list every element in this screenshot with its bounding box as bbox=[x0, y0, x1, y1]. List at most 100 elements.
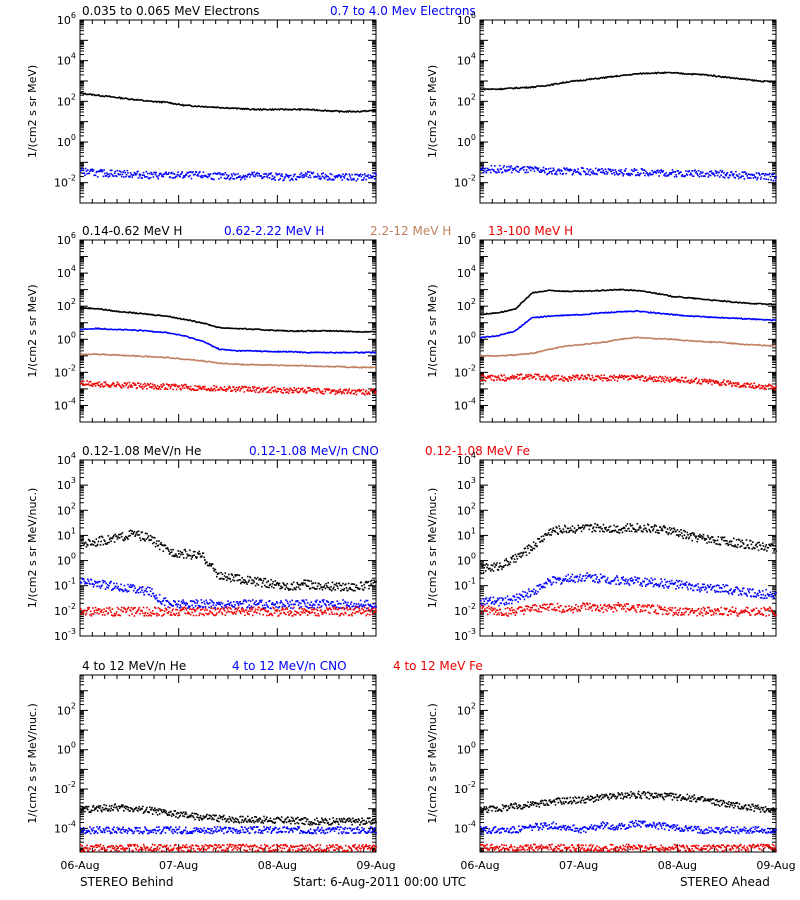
data-point bbox=[515, 377, 517, 379]
data-point bbox=[713, 173, 715, 176]
data-point bbox=[311, 611, 314, 614]
data-point bbox=[775, 385, 777, 388]
data-point bbox=[291, 391, 293, 394]
data-point bbox=[523, 169, 525, 171]
data-point bbox=[515, 555, 518, 558]
data-point bbox=[104, 614, 106, 616]
data-point bbox=[254, 610, 256, 613]
data-point bbox=[312, 388, 315, 390]
data-point bbox=[323, 584, 326, 587]
data-point bbox=[543, 582, 545, 585]
data-point bbox=[353, 178, 355, 181]
data-point bbox=[92, 385, 94, 387]
data-point bbox=[103, 608, 105, 610]
data-point bbox=[273, 607, 275, 610]
data-point bbox=[560, 529, 562, 532]
data-point bbox=[324, 609, 327, 612]
data-point bbox=[225, 579, 228, 582]
data-point bbox=[630, 525, 632, 527]
data-point bbox=[601, 377, 603, 379]
data-point bbox=[590, 576, 593, 578]
data-point bbox=[309, 603, 311, 606]
data-point bbox=[673, 377, 675, 380]
data-point bbox=[714, 170, 717, 172]
data-point bbox=[187, 611, 189, 614]
data-point bbox=[217, 603, 219, 605]
data-point bbox=[547, 533, 549, 536]
series-line bbox=[479, 288, 777, 316]
data-point bbox=[174, 614, 176, 617]
data-point bbox=[625, 530, 628, 532]
data-point bbox=[199, 606, 201, 608]
data-point bbox=[532, 376, 534, 379]
data-point bbox=[577, 374, 579, 377]
data-point bbox=[301, 174, 303, 177]
data-point bbox=[123, 590, 125, 592]
data-point bbox=[665, 379, 667, 382]
data-point bbox=[293, 387, 296, 389]
data-point bbox=[185, 607, 187, 609]
data-point bbox=[283, 583, 285, 585]
data-point bbox=[644, 170, 647, 172]
data-point bbox=[542, 535, 545, 537]
data-point bbox=[187, 386, 190, 388]
data-point bbox=[706, 172, 709, 175]
data-point bbox=[320, 177, 322, 179]
data-point bbox=[484, 603, 486, 606]
data-point bbox=[542, 586, 545, 589]
data-point bbox=[106, 543, 108, 545]
data-point bbox=[350, 583, 353, 585]
data-point bbox=[508, 602, 510, 605]
data-point bbox=[546, 583, 548, 585]
data-point bbox=[210, 387, 212, 389]
data-point bbox=[573, 576, 576, 579]
data-point bbox=[538, 375, 541, 378]
data-point bbox=[196, 556, 198, 559]
data-point bbox=[117, 585, 119, 588]
data-point bbox=[111, 614, 113, 616]
data-point bbox=[527, 547, 529, 550]
data-point bbox=[330, 608, 332, 611]
data-point bbox=[166, 547, 169, 549]
data-point bbox=[220, 176, 222, 179]
data-point bbox=[764, 387, 766, 389]
data-point bbox=[726, 540, 728, 542]
data-point bbox=[662, 380, 665, 382]
data-point bbox=[303, 579, 305, 581]
data-point bbox=[206, 388, 209, 391]
data-point bbox=[549, 534, 551, 536]
data-point bbox=[700, 535, 703, 537]
data-point bbox=[697, 169, 700, 172]
data-point bbox=[335, 608, 337, 610]
data-point bbox=[104, 588, 107, 590]
data-point bbox=[556, 170, 559, 172]
data-point bbox=[642, 169, 644, 171]
data-point bbox=[257, 603, 260, 605]
data-point bbox=[137, 609, 139, 612]
data-point bbox=[646, 578, 648, 580]
data-point bbox=[99, 608, 101, 611]
data-point bbox=[92, 540, 94, 542]
data-point bbox=[153, 613, 155, 615]
data-point bbox=[311, 582, 313, 585]
data-point bbox=[169, 614, 172, 616]
data-point bbox=[360, 603, 363, 606]
data-point bbox=[84, 614, 87, 616]
data-point bbox=[318, 175, 321, 178]
data-point bbox=[281, 586, 284, 589]
data-point bbox=[342, 606, 344, 609]
data-point bbox=[556, 173, 558, 176]
data-point bbox=[369, 174, 372, 176]
data-point bbox=[283, 603, 285, 606]
data-point bbox=[101, 170, 104, 173]
data-point bbox=[323, 603, 326, 605]
data-point bbox=[247, 386, 250, 389]
data-point bbox=[563, 579, 565, 582]
data-point bbox=[279, 587, 281, 590]
data-point bbox=[358, 605, 360, 608]
data-point bbox=[372, 607, 375, 610]
data-point bbox=[622, 375, 624, 378]
data-point bbox=[761, 542, 764, 545]
data-point bbox=[680, 529, 682, 531]
data-point bbox=[737, 538, 740, 541]
